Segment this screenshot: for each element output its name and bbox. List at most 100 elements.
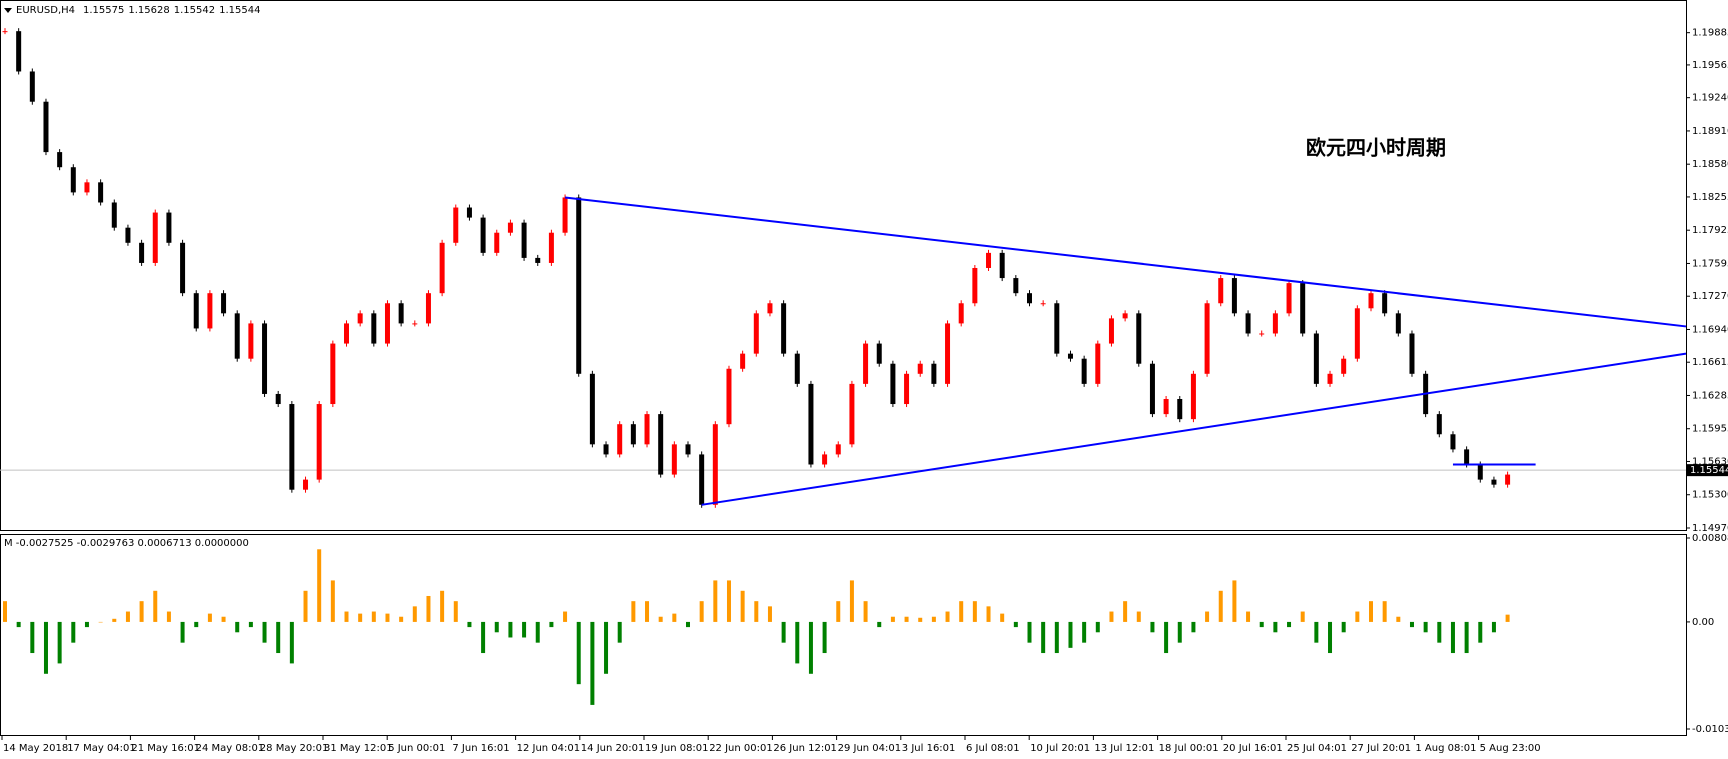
candle — [84, 182, 90, 193]
candle — [275, 393, 281, 405]
x-tick-label: 3 Jul 16:01 — [902, 743, 956, 754]
y-tick-label: 1.17925 — [1692, 225, 1728, 236]
macd-bar — [1246, 611, 1251, 622]
candle — [904, 373, 910, 405]
macd-bar — [508, 621, 513, 638]
candle — [644, 414, 650, 445]
candle — [1231, 278, 1237, 314]
candle — [1067, 353, 1073, 359]
macd-bar — [1300, 611, 1305, 622]
macd-bar — [877, 621, 882, 628]
candle — [535, 257, 541, 263]
macd-bar — [686, 621, 690, 628]
macd-bar — [986, 606, 991, 622]
candle — [98, 182, 104, 203]
candle — [562, 197, 568, 233]
macd-bar — [71, 621, 76, 643]
candle — [1450, 434, 1456, 450]
candle — [1245, 313, 1251, 334]
candle — [1149, 363, 1155, 415]
macd-bar — [98, 621, 103, 623]
x-tick-label: 13 Jul 12:01 — [1094, 743, 1154, 754]
macd-bar — [1123, 601, 1128, 622]
macd-bar — [1164, 621, 1169, 654]
candle — [999, 252, 1005, 279]
candle — [1313, 333, 1319, 384]
macd-bar — [1287, 621, 1292, 628]
candle — [1054, 303, 1060, 354]
candle — [1040, 303, 1046, 305]
macd-bar — [125, 611, 130, 622]
macd-bar — [959, 601, 964, 622]
candle — [972, 267, 978, 304]
candle — [890, 363, 896, 405]
x-tick-label: 31 May 12:01 — [324, 743, 393, 754]
macd-bar — [1041, 621, 1046, 654]
macd-bar — [1423, 621, 1428, 633]
candle — [1409, 333, 1415, 374]
macd-bar — [522, 621, 527, 638]
x-tick-label: 14 Jun 20:01 — [581, 743, 645, 754]
candle — [1027, 293, 1032, 304]
candle — [1464, 449, 1470, 465]
macd-bar — [1273, 621, 1278, 633]
y-tick-label: 1.18910 — [1692, 126, 1728, 137]
macd-bar — [139, 601, 144, 622]
candle — [221, 293, 227, 314]
macd-bar — [576, 621, 581, 685]
candle — [2, 31, 8, 33]
macd-bar — [1095, 621, 1100, 633]
y-tick-label: 0.008089 — [1692, 533, 1728, 544]
macd-bar — [303, 590, 308, 622]
macd-bar — [767, 606, 772, 622]
y-tick-label: 1.16285 — [1692, 390, 1728, 401]
macd-bar — [863, 601, 868, 622]
macd-bar — [849, 580, 854, 622]
annotation: 欧元四小时周期 — [1306, 136, 1446, 160]
macd-bar — [713, 580, 718, 622]
macd-bar — [1464, 621, 1469, 654]
macd-bar — [1328, 621, 1333, 654]
candle — [1013, 278, 1019, 294]
x-tick-label: 21 May 16:01 — [131, 743, 200, 754]
candle — [234, 313, 240, 359]
macd-bar — [1177, 621, 1182, 643]
macd-bar — [180, 621, 185, 643]
price-label: 1.15544 — [1690, 465, 1728, 476]
macd-bar — [617, 621, 622, 643]
candle — [193, 293, 199, 329]
x-tick-label: 5 Aug 23:00 — [1480, 743, 1541, 754]
macd-bar — [385, 613, 390, 622]
y-tick-label: -0.010322 — [1692, 724, 1728, 735]
macd-bar — [808, 621, 813, 674]
macd-bar — [1068, 621, 1073, 648]
macd-bar — [440, 590, 445, 622]
candle — [603, 444, 609, 455]
candle — [439, 242, 445, 294]
macd-pane — [0, 534, 1687, 736]
macd-bar — [1000, 613, 1005, 622]
macd-bar — [1218, 590, 1223, 622]
candle — [1436, 414, 1442, 435]
y-tick-label: 1.17270 — [1692, 291, 1728, 302]
macd-bar — [1013, 621, 1018, 628]
x-tick-label: 10 Jul 20:01 — [1030, 743, 1090, 754]
symbol: EURUSD,H4 — [16, 5, 75, 16]
y-tick-label: 1.16940 — [1692, 324, 1728, 335]
candle — [630, 424, 636, 445]
macd-bar — [481, 621, 486, 654]
price-label-box — [1687, 464, 1728, 477]
y-tick-label: 1.19240 — [1692, 93, 1728, 104]
candle — [1300, 283, 1306, 334]
candle — [1204, 303, 1210, 374]
y-tick-label: 1.15630 — [1692, 456, 1728, 467]
y-tick-label: 1.16615 — [1692, 357, 1728, 368]
candle — [1163, 398, 1169, 415]
macd-header: M -0.0027525 -0.0029763 0.0006713 0.0000… — [4, 538, 249, 549]
x-tick-label: 29 Jun 04:01 — [838, 743, 902, 754]
candle — [1122, 313, 1128, 319]
candle — [207, 293, 213, 329]
candle — [781, 303, 787, 354]
macd-bar — [1396, 616, 1401, 622]
